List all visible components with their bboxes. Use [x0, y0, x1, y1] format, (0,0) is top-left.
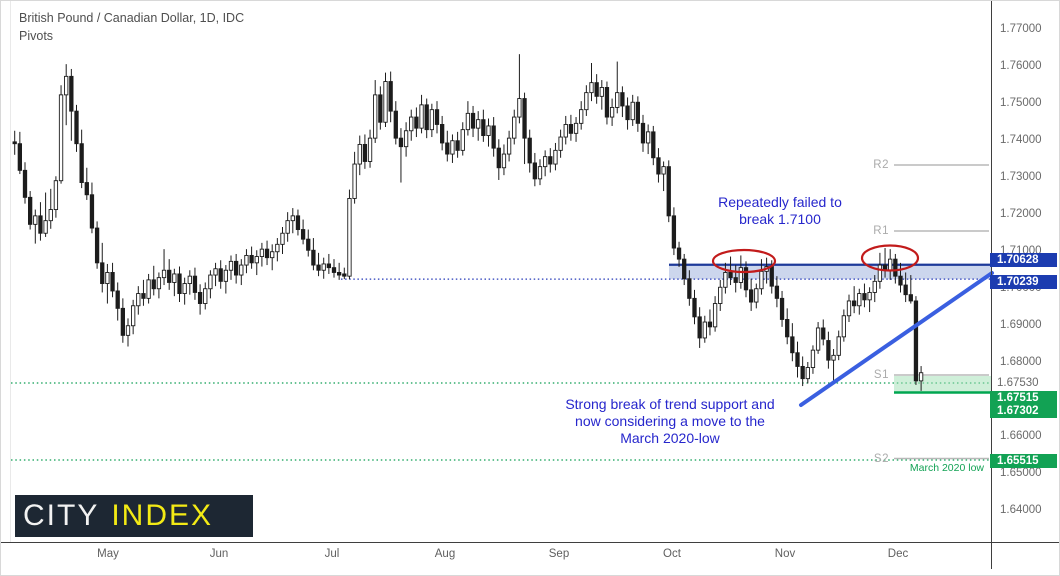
price-tick-label: 1.72000 [1000, 208, 1042, 220]
price-level-label: 1.70628 [990, 253, 1057, 267]
month-label: Jun [209, 548, 229, 560]
trend-support-line [799, 271, 994, 407]
price-tick-label: 1.65000 [1000, 467, 1042, 479]
pivot-label-S2: S2 [873, 452, 889, 465]
annotation-failed-break: Repeatedly failed to break 1.7100 [670, 194, 890, 228]
annotation-line: now considering a move to the [575, 413, 765, 429]
highlight-ellipse [860, 244, 920, 272]
month-label: Nov [774, 548, 796, 560]
price-level-label: 1.65515 [990, 454, 1057, 468]
price-tick-label: 1.75000 [1000, 97, 1042, 109]
price-tick-label: 1.77000 [1000, 23, 1042, 35]
price-tick-label: 1.68000 [1000, 356, 1042, 368]
march-2020-low-label: March 2020 low [909, 462, 984, 474]
price-level-label: 1.67302 [990, 404, 1057, 418]
price-tick-label: 1.69000 [1000, 319, 1042, 331]
highlight-ellipse [711, 248, 777, 274]
chart-title: British Pound / Canadian Dollar, 1D, IDC [19, 11, 245, 25]
city-index-logo: CITY INDEX [15, 495, 253, 537]
month-label: Oct [663, 548, 681, 560]
annotation-trend-break: Strong break of trend support and now co… [535, 396, 805, 447]
price-level-label: 1.67530 [997, 377, 1039, 389]
price-tick-label: 1.76000 [1000, 60, 1042, 72]
annotation-line: March 2020-low [620, 430, 720, 446]
price-tick-label: 1.74000 [1000, 134, 1042, 146]
annotation-line: break 1.7100 [739, 211, 821, 227]
month-label: May [97, 548, 119, 560]
month-label: Aug [434, 548, 456, 560]
annotation-line: Repeatedly failed to [718, 194, 842, 210]
logo-index: INDEX [111, 499, 214, 532]
pivot-label-R2: R2 [873, 159, 889, 171]
price-tick-label: 1.64000 [1000, 504, 1042, 516]
price-level-label: 1.70239 [990, 275, 1057, 289]
pivot-label-R1: R1 [873, 225, 889, 237]
price-tick-label: 1.73000 [1000, 171, 1042, 183]
support-zone [894, 376, 991, 393]
month-label: Dec [887, 548, 909, 560]
logo-city: CITY [23, 499, 100, 532]
indicator-label: Pivots [19, 29, 54, 43]
month-label: Sep [548, 548, 570, 560]
price-level-label: 1.67515 [990, 391, 1057, 405]
pivot-label-S1: S1 [873, 369, 889, 381]
month-label: Jul [324, 548, 340, 560]
annotation-line: Strong break of trend support and [565, 396, 775, 412]
price-tick-label: 1.66000 [1000, 430, 1042, 442]
